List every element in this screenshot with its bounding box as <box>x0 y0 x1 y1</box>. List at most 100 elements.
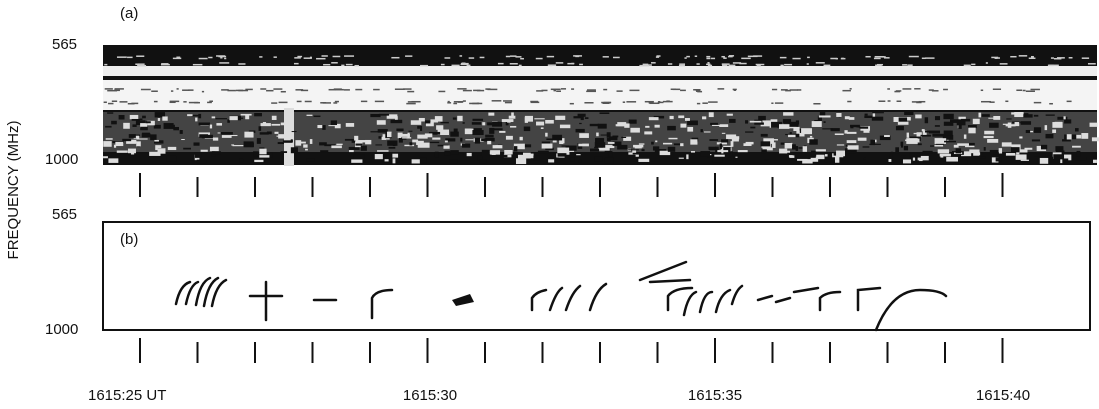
speckle <box>999 63 1008 65</box>
speckle <box>238 63 246 65</box>
speckle <box>115 141 124 147</box>
speckle <box>215 118 228 120</box>
speckle <box>216 123 223 126</box>
speckle <box>507 120 511 123</box>
speckle <box>136 138 148 140</box>
speckle <box>731 136 740 140</box>
speckle <box>176 88 179 90</box>
speckle <box>556 90 561 93</box>
speckle <box>912 155 916 161</box>
speckle <box>949 119 962 123</box>
speckle <box>103 101 107 104</box>
speckle <box>573 116 582 119</box>
freq-label: 1000 <box>45 151 78 168</box>
speckle <box>870 139 876 146</box>
speckle <box>277 142 284 145</box>
burst <box>312 288 394 320</box>
speckle <box>240 113 252 116</box>
speckle <box>224 57 227 60</box>
speckle <box>729 118 736 123</box>
speckle <box>983 147 986 151</box>
speckle <box>958 116 966 120</box>
speckle <box>271 102 278 104</box>
speckle <box>260 88 267 90</box>
speckle <box>628 119 637 124</box>
speckle <box>909 153 921 158</box>
speckle <box>989 149 999 153</box>
speckle <box>425 120 431 124</box>
speckle <box>606 138 611 142</box>
speckle <box>817 115 822 122</box>
speckle <box>351 140 358 143</box>
speckle <box>508 115 516 119</box>
speckle <box>198 57 208 60</box>
speckle <box>411 159 424 164</box>
speckle <box>723 57 727 59</box>
speckle <box>913 132 918 135</box>
speckle <box>149 151 161 156</box>
speckle <box>1054 121 1063 123</box>
speckle <box>510 55 517 57</box>
speckle <box>1045 133 1054 139</box>
speckle <box>545 147 554 151</box>
speckle <box>706 55 711 58</box>
speckle <box>341 64 345 67</box>
speckle <box>505 135 513 140</box>
speckle <box>835 57 838 60</box>
speckle <box>732 88 737 91</box>
speckle <box>857 137 867 141</box>
speckle <box>594 142 606 148</box>
speckle <box>998 148 1003 154</box>
speckle <box>596 138 604 144</box>
speckle <box>788 121 799 127</box>
speckle <box>629 89 640 92</box>
speckle <box>398 133 410 137</box>
speckle <box>1030 55 1034 58</box>
speckle <box>707 62 710 64</box>
speckle <box>453 102 458 105</box>
speckle <box>881 56 886 58</box>
speckle <box>271 115 277 120</box>
speckle <box>974 152 981 156</box>
speckle <box>258 126 262 131</box>
speckle <box>370 131 381 133</box>
speckle <box>354 135 359 141</box>
speckle <box>782 119 792 124</box>
speckle <box>651 141 654 145</box>
speckle <box>195 117 198 122</box>
speckle <box>489 151 499 155</box>
speckle <box>847 100 852 103</box>
speckle <box>679 63 686 65</box>
speckle <box>968 142 975 146</box>
speckle <box>521 144 532 148</box>
speckle <box>111 120 117 125</box>
speckle <box>684 118 690 121</box>
speckle <box>153 124 161 129</box>
speckle <box>1063 116 1066 120</box>
time-ticks <box>139 173 1004 363</box>
speckle <box>473 89 481 92</box>
speckle <box>946 156 958 162</box>
speckle <box>154 112 166 118</box>
speckle <box>510 125 517 128</box>
speckle <box>187 114 193 117</box>
speckle <box>607 142 615 144</box>
speckle <box>471 122 482 125</box>
speckle <box>464 128 474 135</box>
speckle <box>612 56 620 59</box>
speckle <box>653 115 665 119</box>
speckle <box>331 62 338 64</box>
speckle <box>114 88 124 90</box>
speckle <box>169 124 175 129</box>
speckle <box>921 129 925 132</box>
speckle <box>762 147 773 151</box>
speckle <box>536 121 545 126</box>
speckle <box>157 148 166 154</box>
speckle <box>131 152 135 155</box>
speckle <box>438 90 446 93</box>
speckle <box>330 120 338 126</box>
speckle <box>540 127 544 129</box>
speckle <box>602 56 609 58</box>
speckle <box>1045 114 1055 116</box>
speckle <box>925 130 930 133</box>
